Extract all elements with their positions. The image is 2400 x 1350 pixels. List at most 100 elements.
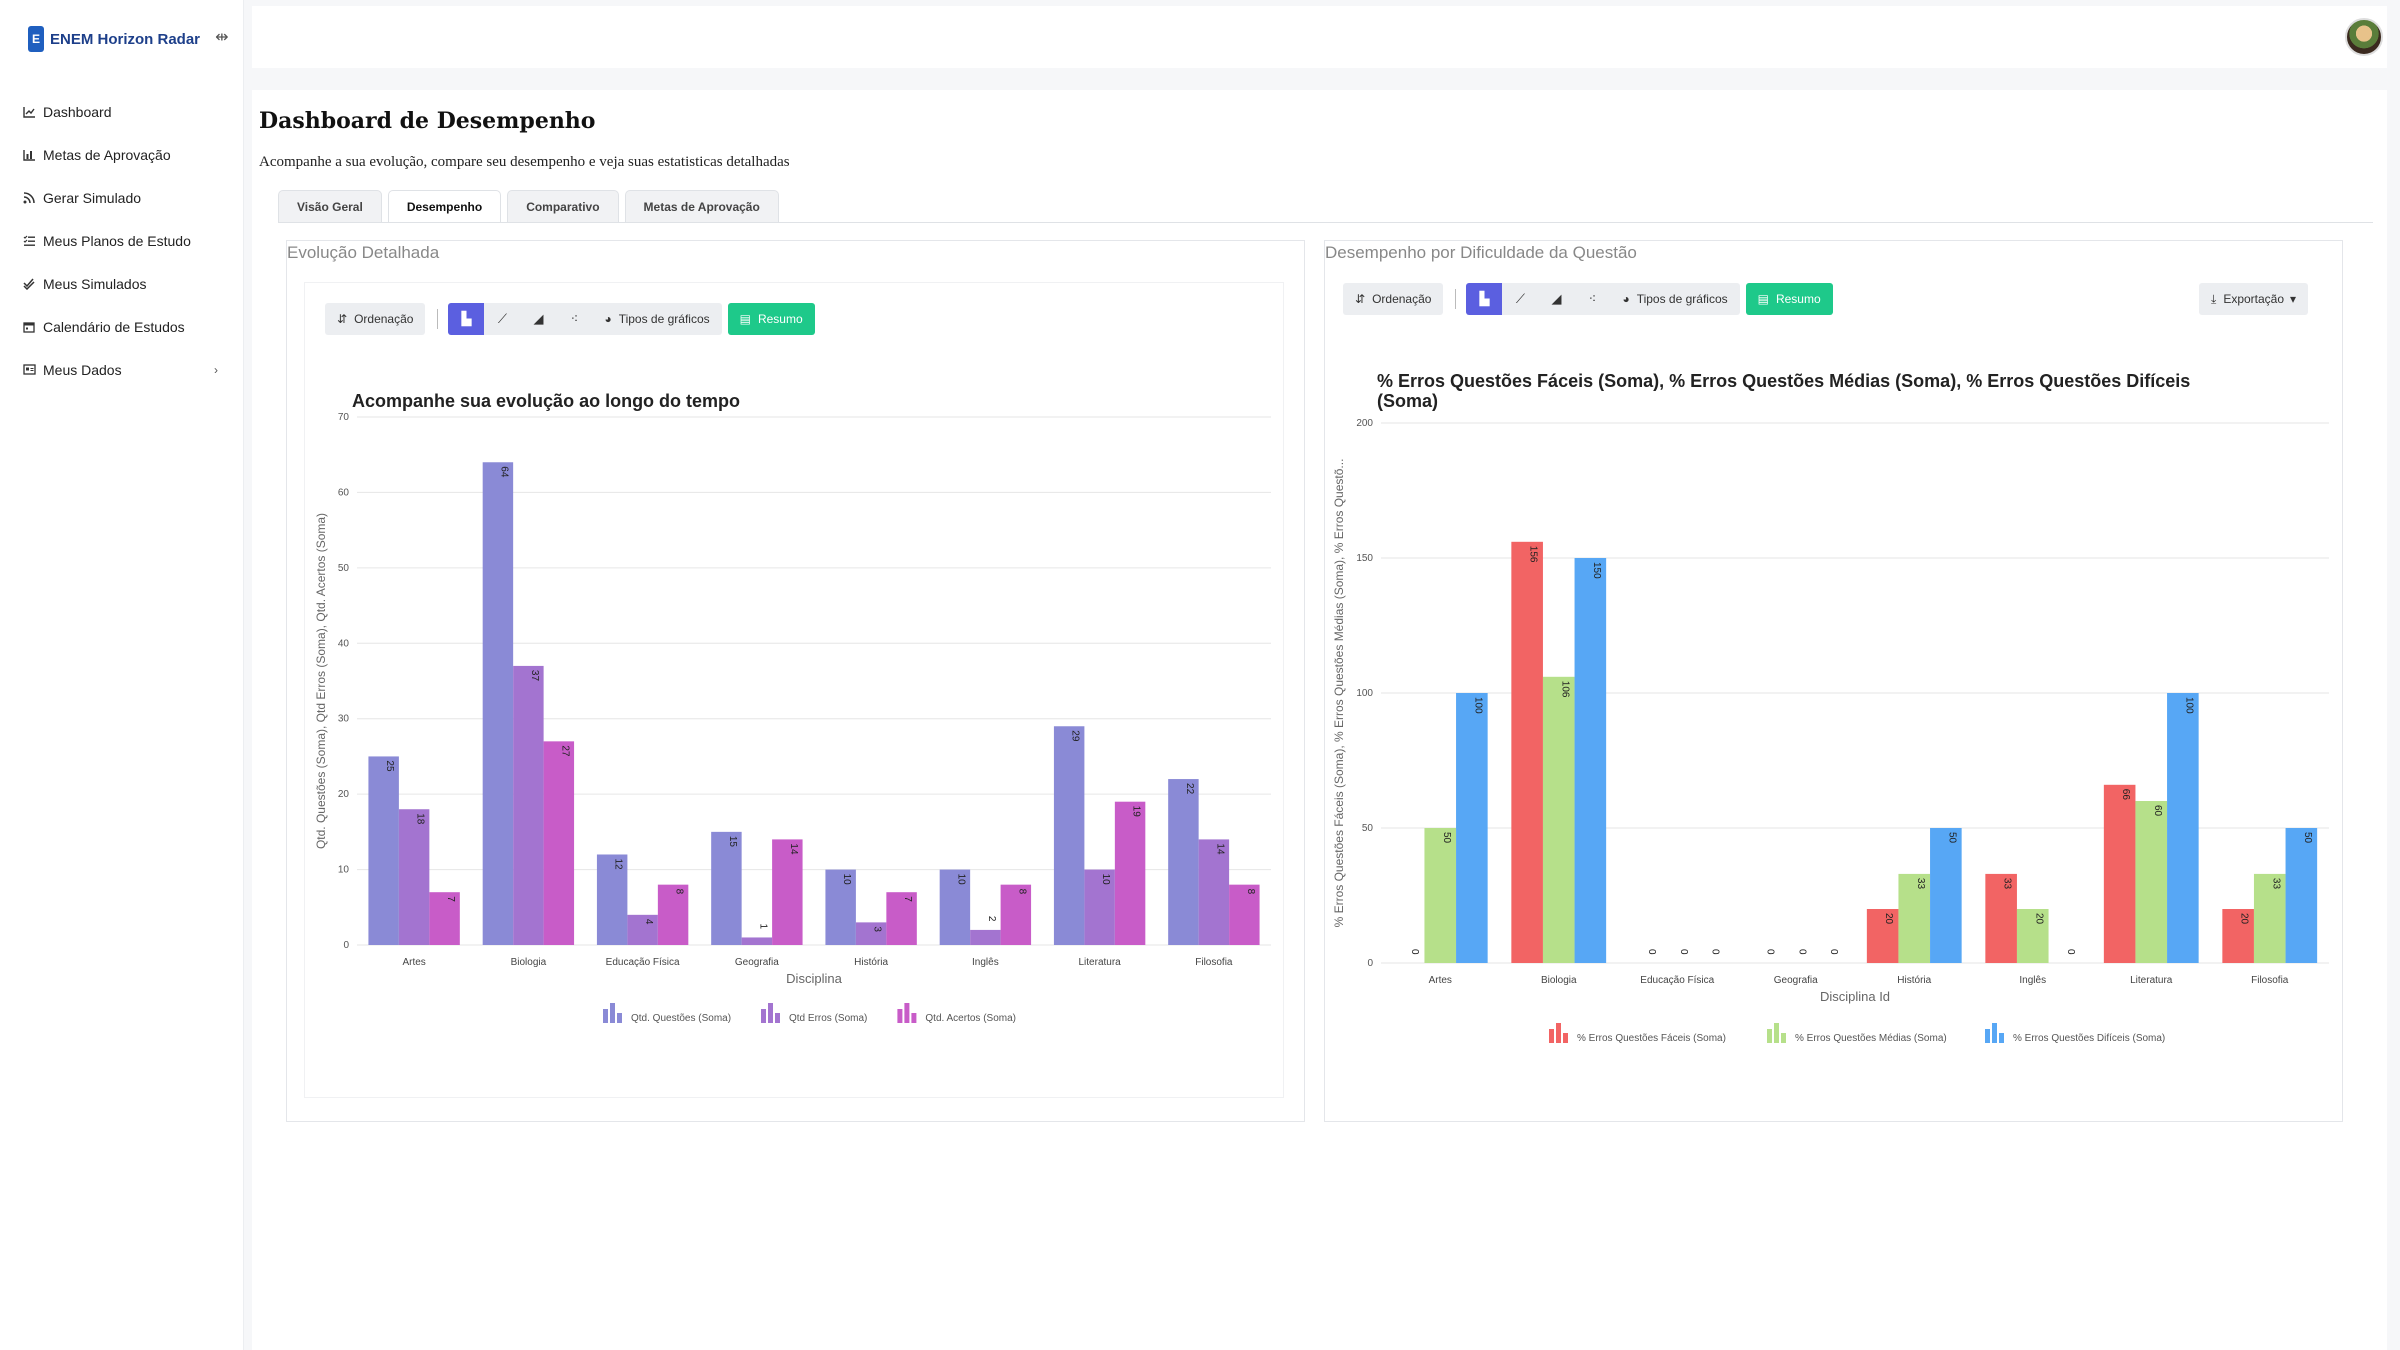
bar <box>2222 909 2254 963</box>
tab-comparativo[interactable]: Comparativo <box>507 190 619 222</box>
rss-icon <box>22 191 36 205</box>
bar <box>939 869 971 945</box>
legend-swatch <box>603 1009 608 1023</box>
sort-button[interactable]: ⇵ Ordenação <box>325 303 426 335</box>
chart-line-icon <box>22 105 36 119</box>
sidebar-item-label: Metas de Aprovação <box>43 146 171 163</box>
y-axis-label: Qtd. Questões (Soma), Qtd Erros (Soma), … <box>314 513 328 849</box>
sidebar-item-calendario[interactable]: Calendário de Estudos <box>0 305 244 348</box>
data-label: 14 <box>788 843 799 855</box>
data-label: 50 <box>2302 832 2313 844</box>
legend-swatch <box>768 1003 773 1023</box>
bar <box>825 869 856 945</box>
brand-logo: E <box>28 26 44 52</box>
data-label: 37 <box>529 670 540 682</box>
avatar[interactable] <box>2345 18 2383 56</box>
sidebar-item-simulados[interactable]: Meus Simulados <box>0 262 244 305</box>
pie-chart-icon: ◕ <box>604 312 612 326</box>
bar <box>1456 693 1488 963</box>
data-label: 3 <box>872 926 883 932</box>
bar <box>1542 676 1575 963</box>
bar-chart-type-icon[interactable]: ▙ <box>448 303 485 335</box>
export-label: Exportação <box>2223 292 2285 306</box>
y-tick-label: 50 <box>338 563 350 574</box>
data-label: 0 <box>1409 949 1420 955</box>
chevron-right-icon: › <box>214 362 218 377</box>
chart-types-button[interactable]: ◕ Tipos de gráficos <box>1610 283 1740 315</box>
chart-evolucao: Acompanhe sua evolução ao longo do tempo… <box>314 391 1271 1024</box>
bar <box>1000 884 1032 945</box>
legend-label: % Erros Questões Médias (Soma) <box>1795 1033 1947 1044</box>
area-chart-type-icon[interactable]: ◢ <box>1538 283 1575 315</box>
sort-icon: ⇵ <box>337 312 348 326</box>
legend-swatch <box>1999 1033 2004 1043</box>
legend-label: Qtd. Acertos (Soma) <box>925 1013 1016 1024</box>
x-tick-label: Geografia <box>735 957 779 968</box>
y-tick-label: 20 <box>338 789 350 800</box>
data-label: 8 <box>1245 889 1256 895</box>
bar <box>1424 828 1457 963</box>
sidebar-item-dashboard[interactable]: Dashboard <box>0 90 244 133</box>
bar <box>1985 873 2017 963</box>
download-icon: ⤓ <box>2211 291 2217 306</box>
tab-visao-geral[interactable]: Visão Geral <box>278 190 382 222</box>
legend-swatch <box>1992 1023 1997 1043</box>
area-chart-type-icon[interactable]: ◢ <box>520 303 557 335</box>
sidebar-item-metas[interactable]: Metas de Aprovação <box>0 133 244 176</box>
data-label: 100 <box>2183 697 2194 714</box>
collapse-sidebar-icon[interactable]: ⇹ <box>215 29 229 46</box>
bar <box>1168 779 1199 945</box>
bar <box>970 929 1001 945</box>
data-label: 1 <box>757 923 768 929</box>
sidebar-item-label: Dashboard <box>43 103 112 120</box>
legend-swatch <box>1985 1029 1990 1043</box>
legend-swatch <box>1563 1033 1568 1043</box>
data-label: 2 <box>986 916 997 922</box>
data-label: 106 <box>1559 681 1570 698</box>
data-label: 150 <box>1591 562 1602 579</box>
top-bar <box>252 6 2387 68</box>
caret-down-icon: ▾ <box>2290 292 2297 306</box>
sidebar-item-planos[interactable]: Meus Planos de Estudo <box>0 219 244 262</box>
data-label: 20 <box>2239 913 2250 925</box>
sidebar-item-gerar-simulado[interactable]: Gerar Simulado <box>0 176 244 219</box>
bar <box>398 809 430 945</box>
y-tick-label: 40 <box>338 638 350 649</box>
scatter-chart-type-icon[interactable]: ⁖ <box>1574 283 1611 315</box>
x-tick-label: Literatura <box>2130 975 2173 986</box>
chart-types-button[interactable]: ◕ Tipos de gráficos <box>592 303 722 335</box>
table-icon: ▤ <box>1757 292 1769 306</box>
x-axis-label: Disciplina Id <box>1820 989 1890 1004</box>
data-label: 10 <box>1100 874 1111 886</box>
tab-metas-aprovacao[interactable]: Metas de Aprovação <box>624 190 779 222</box>
summary-button[interactable]: ▤ Resumo <box>727 303 815 335</box>
data-label: 33 <box>2002 878 2013 890</box>
bar <box>1198 839 1230 945</box>
brand-name: ENEM Horizon Radar <box>50 30 201 48</box>
bar <box>1898 873 1931 963</box>
main-content: Dashboard de Desempenho Acompanhe a sua … <box>252 90 2387 1350</box>
data-label: 33 <box>1915 878 1926 890</box>
line-chart-type-icon[interactable]: ⟋ <box>484 303 521 335</box>
bar <box>627 914 658 945</box>
brand[interactable]: E ENEM Horizon Radar <box>28 26 200 52</box>
data-label: 0 <box>1709 949 1720 955</box>
sort-icon: ⇵ <box>1355 292 1366 306</box>
line-chart-type-icon[interactable]: ⟋ <box>1502 283 1539 315</box>
tab-bar: Visão Geral Desempenho Comparativo Metas… <box>278 190 785 222</box>
data-label: 0 <box>1678 949 1689 955</box>
scatter-chart-type-icon[interactable]: ⁖ <box>556 303 593 335</box>
bar <box>741 937 773 945</box>
bar-chart-type-icon[interactable]: ▙ <box>1466 283 1503 315</box>
sort-button[interactable]: ⇵ Ordenação <box>1343 283 1444 315</box>
data-label: 0 <box>1796 949 1807 955</box>
data-label: 64 <box>498 466 509 478</box>
legend-swatch <box>1774 1023 1779 1043</box>
sidebar-item-meus-dados[interactable]: Meus Dados › <box>0 348 244 391</box>
tab-desempenho[interactable]: Desempenho <box>387 190 502 222</box>
summary-button[interactable]: ▤ Resumo <box>1745 283 1833 315</box>
data-label: 27 <box>559 745 570 757</box>
legend-label: Qtd Erros (Soma) <box>789 1013 867 1024</box>
export-button[interactable]: ⤓ Exportação ▾ <box>2199 283 2309 315</box>
data-label: 7 <box>445 896 456 902</box>
